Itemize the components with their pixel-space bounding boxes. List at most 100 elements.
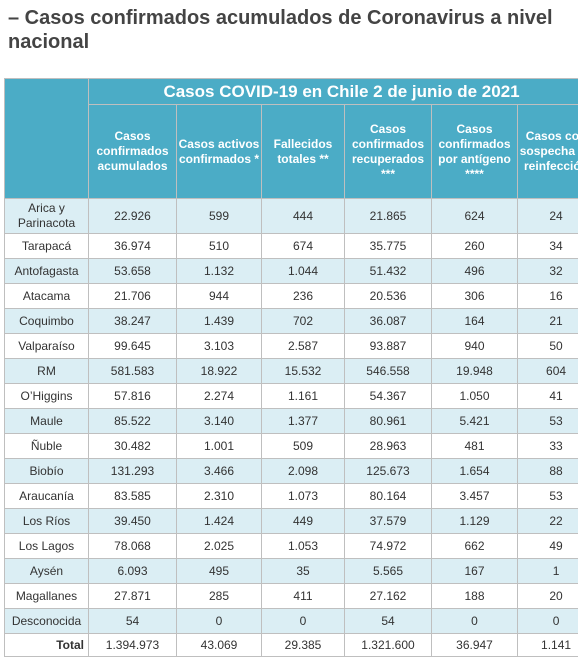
value-cell: 411 xyxy=(262,584,345,609)
value-cell: 599 xyxy=(177,199,262,234)
region-cell: Los Ríos xyxy=(5,509,89,534)
value-cell: 1 xyxy=(518,559,578,584)
region-cell: Tarapacá xyxy=(5,234,89,259)
value-cell: 51.432 xyxy=(345,259,432,284)
value-cell: 702 xyxy=(262,309,345,334)
value-cell: 18.922 xyxy=(177,359,262,384)
value-cell: 1.073 xyxy=(262,484,345,509)
value-cell: 662 xyxy=(432,534,518,559)
value-cell: 35.775 xyxy=(345,234,432,259)
value-cell: 6.093 xyxy=(89,559,177,584)
value-cell: 78.068 xyxy=(89,534,177,559)
value-cell: 54.367 xyxy=(345,384,432,409)
value-cell: 22.926 xyxy=(89,199,177,234)
value-cell: 50 xyxy=(518,334,578,359)
value-cell: 604 xyxy=(518,359,578,384)
value-cell: 27.871 xyxy=(89,584,177,609)
value-cell: 481 xyxy=(432,434,518,459)
value-cell: 167 xyxy=(432,559,518,584)
total-value-cell: 43.069 xyxy=(177,634,262,657)
value-cell: 1.001 xyxy=(177,434,262,459)
value-cell: 495 xyxy=(177,559,262,584)
value-cell: 581.583 xyxy=(89,359,177,384)
region-cell: Maule xyxy=(5,409,89,434)
value-cell: 20 xyxy=(518,584,578,609)
value-cell: 34 xyxy=(518,234,578,259)
value-cell: 53 xyxy=(518,409,578,434)
value-cell: 940 xyxy=(432,334,518,359)
value-cell: 83.585 xyxy=(89,484,177,509)
value-cell: 509 xyxy=(262,434,345,459)
region-cell: Araucanía xyxy=(5,484,89,509)
value-cell: 54 xyxy=(89,609,177,634)
value-cell: 33 xyxy=(518,434,578,459)
value-cell: 1.132 xyxy=(177,259,262,284)
value-cell: 1.424 xyxy=(177,509,262,534)
value-cell: 32 xyxy=(518,259,578,284)
value-cell: 21.865 xyxy=(345,199,432,234)
value-cell: 20.536 xyxy=(345,284,432,309)
value-cell: 1.439 xyxy=(177,309,262,334)
value-cell: 3.457 xyxy=(432,484,518,509)
table-caption: Casos COVID-19 en Chile 2 de junio de 20… xyxy=(89,79,578,105)
value-cell: 21 xyxy=(518,309,578,334)
region-cell: Biobío xyxy=(5,459,89,484)
covid-table-container: Casos COVID-19 en Chile 2 de junio de 20… xyxy=(4,78,574,657)
total-value-cell: 29.385 xyxy=(262,634,345,657)
value-cell: 54 xyxy=(345,609,432,634)
value-cell: 53 xyxy=(518,484,578,509)
value-cell: 1.377 xyxy=(262,409,345,434)
page-heading: – Casos confirmados acumulados de Corona… xyxy=(8,6,568,54)
value-cell: 3.103 xyxy=(177,334,262,359)
value-cell: 2.098 xyxy=(262,459,345,484)
value-cell: 15.532 xyxy=(262,359,345,384)
value-cell: 57.816 xyxy=(89,384,177,409)
value-cell: 36.087 xyxy=(345,309,432,334)
value-cell: 125.673 xyxy=(345,459,432,484)
value-cell: 3.140 xyxy=(177,409,262,434)
value-cell: 0 xyxy=(177,609,262,634)
value-cell: 1.050 xyxy=(432,384,518,409)
value-cell: 80.961 xyxy=(345,409,432,434)
value-cell: 0 xyxy=(262,609,345,634)
value-cell: 1.044 xyxy=(262,259,345,284)
value-cell: 35 xyxy=(262,559,345,584)
value-cell: 496 xyxy=(432,259,518,284)
column-header: Casos confirmados acumulados xyxy=(89,105,177,199)
value-cell: 39.450 xyxy=(89,509,177,534)
value-cell: 38.247 xyxy=(89,309,177,334)
region-cell: Arica y Parinacota xyxy=(5,199,89,234)
value-cell: 49 xyxy=(518,534,578,559)
table-corner-cell xyxy=(5,79,89,199)
value-cell: 30.482 xyxy=(89,434,177,459)
value-cell: 93.887 xyxy=(345,334,432,359)
column-header: Casos confirmados por antígeno **** xyxy=(432,105,518,199)
covid-cases-table: Casos COVID-19 en Chile 2 de junio de 20… xyxy=(4,78,578,657)
region-cell: Antofagasta xyxy=(5,259,89,284)
value-cell: 444 xyxy=(262,199,345,234)
value-cell: 24 xyxy=(518,199,578,234)
region-cell: Ñuble xyxy=(5,434,89,459)
value-cell: 510 xyxy=(177,234,262,259)
value-cell: 285 xyxy=(177,584,262,609)
value-cell: 99.645 xyxy=(89,334,177,359)
value-cell: 674 xyxy=(262,234,345,259)
value-cell: 236 xyxy=(262,284,345,309)
region-cell: Valparaíso xyxy=(5,334,89,359)
value-cell: 2.025 xyxy=(177,534,262,559)
